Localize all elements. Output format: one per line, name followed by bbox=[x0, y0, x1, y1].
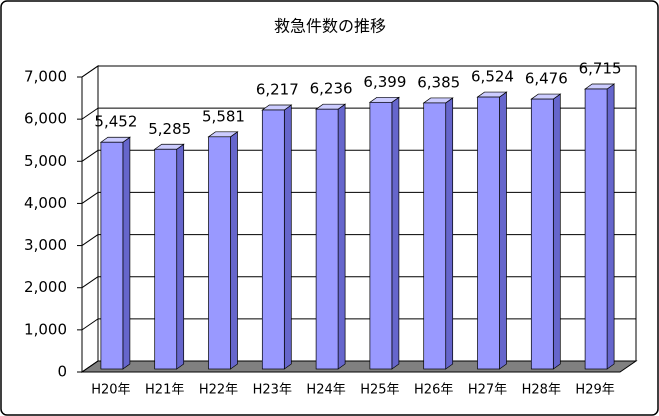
bar bbox=[261, 109, 285, 370]
value-label: 6,217 bbox=[256, 80, 299, 98]
grid-line-side bbox=[81, 276, 99, 289]
x-tick-label: H27年 bbox=[468, 383, 507, 398]
bar-side bbox=[445, 97, 454, 370]
x-tick-label: H23年 bbox=[253, 383, 292, 398]
y-tick-label: 6,000 bbox=[24, 110, 67, 128]
x-tick-label: H21年 bbox=[145, 383, 184, 398]
y-tick-label: 5,000 bbox=[24, 152, 67, 170]
value-label: 6,524 bbox=[471, 68, 514, 86]
x-tick-label: H28年 bbox=[522, 383, 561, 398]
bar bbox=[530, 98, 554, 370]
bar bbox=[477, 96, 500, 370]
value-label: 5,581 bbox=[202, 107, 245, 125]
bar-side bbox=[283, 104, 292, 370]
y-tick-label: 7,000 bbox=[24, 68, 67, 86]
bar bbox=[369, 101, 393, 370]
x-tick-label: H20年 bbox=[91, 383, 130, 398]
bar bbox=[100, 141, 124, 370]
value-label: 6,385 bbox=[417, 73, 460, 91]
grid-line-side bbox=[81, 318, 99, 331]
x-tick-label: H29年 bbox=[575, 383, 614, 398]
bar bbox=[154, 148, 178, 370]
y-tick-label: 2,000 bbox=[24, 278, 67, 296]
grid-line-side bbox=[81, 192, 99, 204]
value-label: 5,452 bbox=[94, 113, 137, 131]
bar-side bbox=[552, 93, 561, 370]
grid-line-side bbox=[81, 107, 99, 120]
bar-side bbox=[337, 103, 346, 370]
y-tick-label: 3,000 bbox=[24, 236, 67, 254]
x-tick-label: H26年 bbox=[414, 383, 453, 398]
bar-side bbox=[499, 91, 507, 370]
x-tick-label: H22年 bbox=[199, 383, 238, 398]
value-label: 6,476 bbox=[525, 70, 568, 88]
x-tick-label: H24年 bbox=[306, 383, 345, 398]
bar bbox=[315, 108, 339, 370]
bar-side bbox=[391, 96, 400, 370]
bar bbox=[423, 102, 447, 370]
value-label: 6,715 bbox=[579, 60, 622, 78]
grid-line-side bbox=[81, 65, 99, 78]
y-tick-label: 4,000 bbox=[24, 194, 67, 212]
y-tick-label: 0 bbox=[57, 363, 67, 381]
grid-line-side bbox=[81, 360, 99, 373]
bar-side bbox=[230, 131, 238, 370]
bar-side bbox=[122, 136, 131, 370]
bar-side bbox=[176, 143, 185, 370]
y-tick-label: 1,000 bbox=[24, 320, 67, 338]
x-tick-label: H25年 bbox=[360, 383, 399, 398]
bar bbox=[584, 88, 608, 370]
value-label: 6,399 bbox=[363, 73, 406, 91]
bar bbox=[208, 136, 231, 370]
value-label: 6,236 bbox=[310, 80, 353, 98]
value-label: 5,285 bbox=[148, 120, 191, 138]
bar-side bbox=[606, 83, 615, 370]
chart-title: 救急件数の推移 bbox=[274, 17, 386, 36]
grid-line-side bbox=[81, 234, 99, 246]
grid-line-side bbox=[81, 149, 99, 162]
